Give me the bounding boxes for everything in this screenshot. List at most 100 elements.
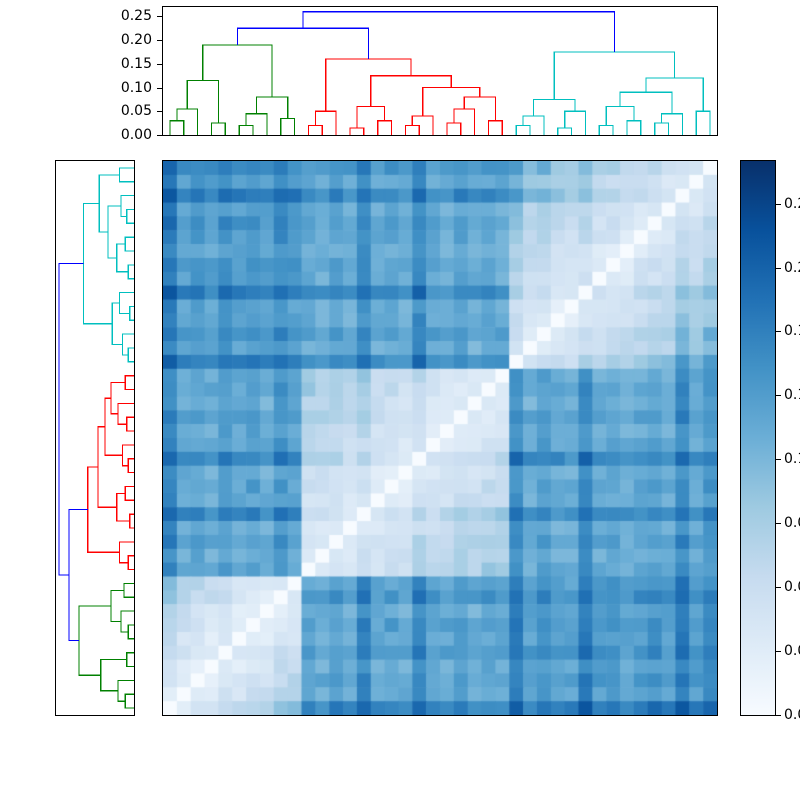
left-dendrogram [58, 167, 134, 709]
dendrogram-link [117, 402, 134, 425]
dendrogram-link [124, 485, 134, 501]
dendrogram-link [104, 397, 123, 456]
dendrogram-link [124, 375, 134, 391]
dendrogram-link [97, 426, 117, 508]
dendrogram-link [78, 605, 111, 676]
tick-mark [776, 395, 781, 397]
colorbar-tick-label: 0.24 [784, 195, 800, 212]
dendrogram-link [123, 582, 134, 598]
left-dendrogram-panel [55, 160, 135, 716]
tick-mark [776, 267, 781, 269]
dendro-ytick-label: 0.05 [120, 103, 152, 120]
dendrogram-link [98, 174, 120, 233]
dendrogram-link [564, 110, 587, 135]
dendro-ytick-label: 0.25 [120, 8, 152, 25]
colorbar-tick-label: 0.15 [784, 387, 800, 404]
dendro-ytick-label: 0.10 [120, 79, 152, 96]
dendrogram-link [100, 659, 127, 692]
tick-mark [776, 587, 781, 589]
colorbar-tick-label: 0.18 [784, 323, 800, 340]
dendrogram-link [186, 79, 219, 124]
tick-mark [776, 523, 781, 525]
dendrogram-link [118, 167, 134, 183]
dendrogram-link [532, 98, 576, 117]
dendrogram-link [210, 122, 226, 135]
dendro-ytick-label: 0.00 [120, 127, 152, 143]
colorbar-tick-label: 0.00 [784, 707, 800, 723]
dendrogram-link [645, 77, 704, 112]
dendrogram-link [626, 120, 642, 135]
dendrogram-link [68, 509, 88, 642]
tick-mark [157, 63, 162, 65]
dendrogram-link [356, 105, 386, 128]
top-dendrogram [169, 11, 711, 135]
dendrogram-link [463, 96, 496, 121]
dendro-ytick-label: 0.20 [120, 32, 152, 49]
colorbar-tick-label: 0.06 [784, 579, 800, 596]
dendrogram-link [116, 492, 130, 522]
dendrogram-link [661, 113, 683, 135]
dendrogram-link [325, 58, 412, 112]
dendrogram-link [110, 589, 124, 623]
dendrogram-link [110, 382, 126, 415]
dendrogram-link [118, 291, 134, 314]
colorbar-tick-label: 0.21 [784, 259, 800, 276]
dendrogram-link [124, 693, 134, 709]
dendrogram-link [116, 243, 129, 273]
dendrogram-link [446, 122, 462, 135]
colorbar-panel [740, 160, 776, 716]
dendrogram-link [370, 75, 452, 107]
dendrogram-link [238, 124, 254, 135]
tick-mark [776, 459, 781, 461]
dendrogram-link [487, 120, 503, 135]
colorbar-tick-label: 0.09 [784, 515, 800, 532]
dendrogram-link [129, 305, 134, 321]
colorbar-gradient [741, 161, 775, 715]
tick-mark [157, 135, 162, 136]
dendrogram-link [619, 91, 673, 114]
dendrogram-link [127, 347, 134, 363]
dendrogram-link [236, 27, 369, 60]
dendrogram-link [87, 466, 120, 553]
dendrogram-link [120, 195, 134, 217]
dendrogram-link [127, 264, 134, 280]
colorbar-rect [741, 161, 775, 715]
dendrogram-link [598, 124, 614, 135]
dendrogram-link [605, 105, 635, 126]
dendrogram-link [255, 96, 289, 119]
tick-mark [157, 40, 162, 42]
tick-mark [157, 87, 162, 89]
dendrogram-link [349, 127, 365, 135]
tick-mark [157, 111, 162, 113]
dendrogram-link [124, 236, 134, 252]
dendrogram-link [117, 679, 134, 702]
dendrogram-link [280, 117, 296, 135]
dendrogram-link [111, 302, 123, 346]
dendrogram-link [126, 416, 134, 432]
dendrogram-link [245, 113, 268, 135]
dendrogram-link [127, 555, 134, 571]
dendrogram-link [302, 11, 616, 53]
dendrogram-link [126, 652, 134, 668]
dendrogram-link [515, 124, 531, 135]
tick-mark [776, 651, 781, 653]
dendrogram-link [377, 120, 393, 135]
dendrogram-link [129, 513, 134, 529]
dendrogram-link [404, 124, 420, 135]
tick-mark [776, 715, 781, 716]
tick-mark [776, 203, 781, 205]
heatmap-panel [162, 160, 718, 716]
dendrogram-link [695, 110, 711, 135]
dendrogram-link [58, 262, 84, 576]
dendrogram-link [314, 110, 337, 135]
dendrogram-link [169, 120, 185, 135]
dendrogram-link [120, 610, 134, 633]
colorbar-tick-label: 0.12 [784, 451, 800, 468]
dendrogram-link [127, 458, 134, 474]
top-dendrogram-panel [162, 6, 718, 136]
dendro-ytick-label: 0.15 [120, 55, 152, 72]
dendrogram-link [307, 124, 323, 135]
dendrogram-link [654, 122, 670, 135]
dendrogram-link [176, 108, 199, 135]
